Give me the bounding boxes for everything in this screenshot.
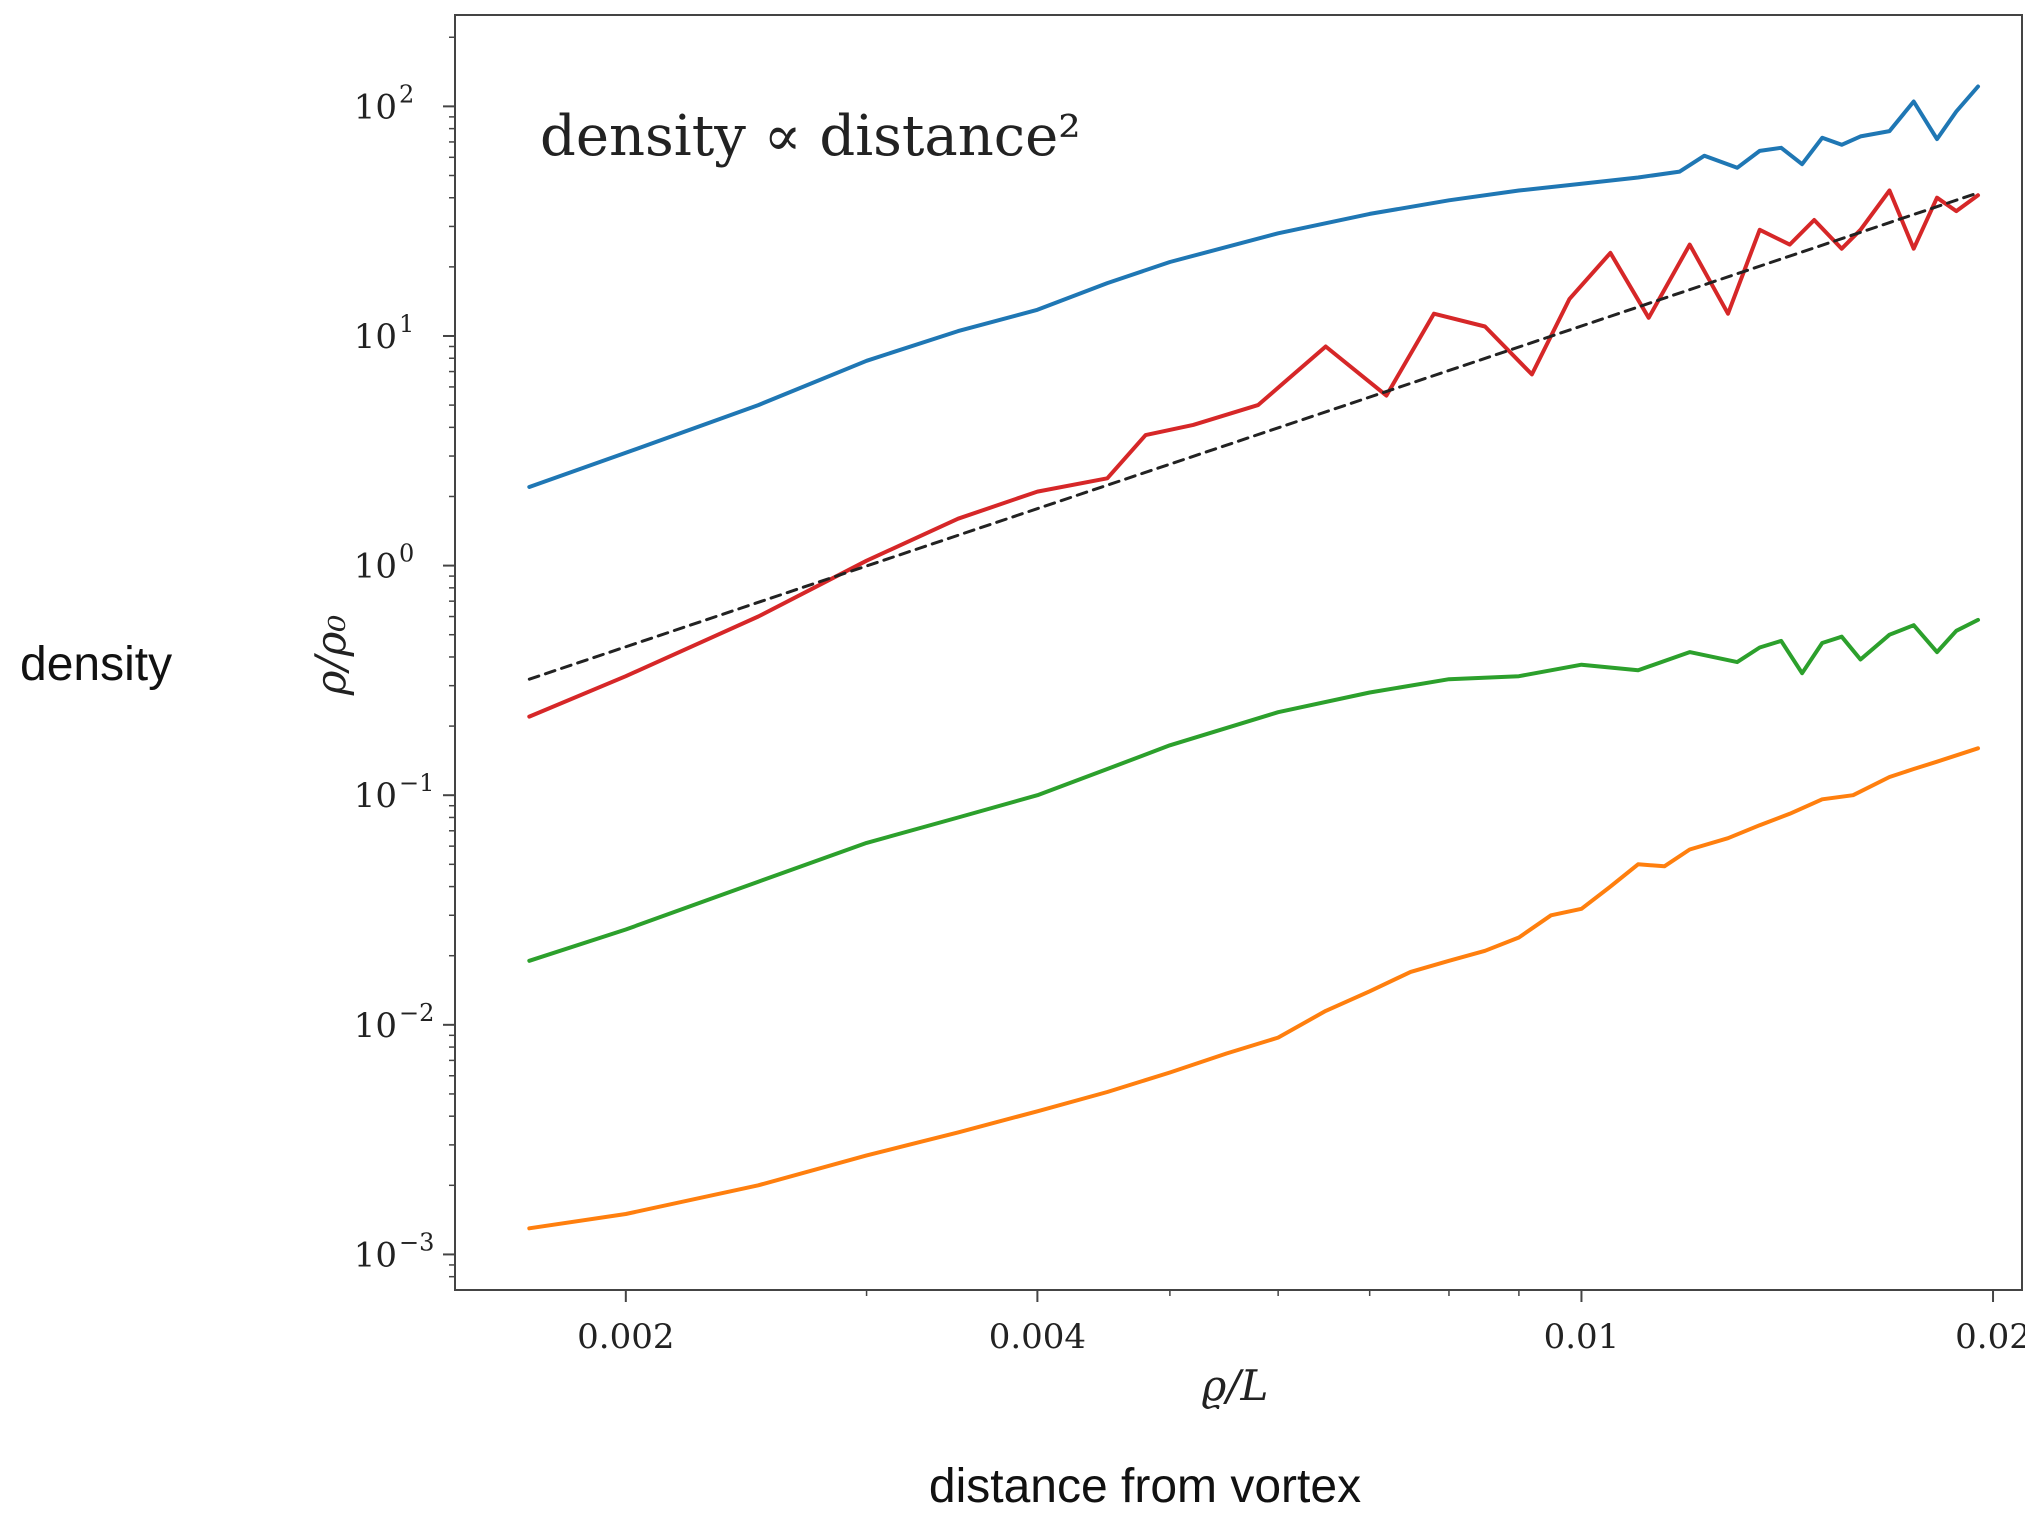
y-tick-label: 10 — [354, 87, 397, 127]
y-axis-label: ρ/ρ₀ — [306, 615, 355, 697]
y-tick-exponent: 1 — [399, 310, 414, 338]
series-line-5 — [527, 746, 1980, 1231]
y-tick-label: 10 — [354, 1006, 397, 1046]
x-tick-label: 0.002 — [577, 1317, 674, 1357]
series-line-4 — [527, 617, 1980, 963]
y-tick-exponent: 0 — [399, 540, 414, 568]
x-axis-label: ϱ/L — [1202, 1361, 1269, 1410]
series-line-1 — [527, 84, 1980, 489]
plot-lines — [527, 84, 1980, 1231]
y-tick-exponent: −3 — [399, 1228, 434, 1256]
y-tick-exponent: −2 — [399, 999, 434, 1027]
y-tick-label: 10 — [354, 317, 397, 357]
x-tick-label: 0.004 — [989, 1317, 1086, 1357]
outer-x-label: distance from vortex — [929, 1460, 1361, 1513]
outer-y-label: density — [20, 638, 172, 691]
y-tick-label: 10 — [354, 776, 397, 816]
tick-marks — [443, 36, 1995, 1302]
x-tick-label: 0.01 — [1544, 1317, 1620, 1357]
y-tick-label: 10 — [354, 1235, 397, 1275]
series-line-3 — [527, 191, 1980, 681]
plot-frame — [454, 14, 2023, 1291]
x-tick-label: 0.02 — [1955, 1317, 2025, 1357]
chart-annotation: density ∝ distance² — [540, 104, 1081, 169]
y-tick-exponent: −1 — [399, 769, 434, 797]
y-tick-label: 10 — [354, 547, 397, 587]
y-tick-exponent: 2 — [399, 80, 414, 108]
